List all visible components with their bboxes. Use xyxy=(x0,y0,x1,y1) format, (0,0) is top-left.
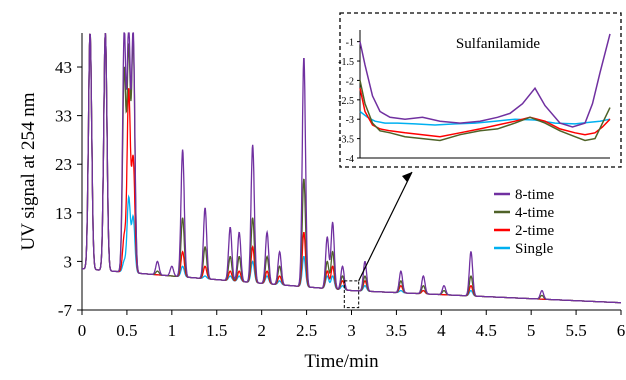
x-tick-label-5: 2.5 xyxy=(296,321,317,340)
inset-y-tick-label-3: -2.5 xyxy=(338,96,354,107)
x-tick-label-8: 4 xyxy=(437,321,446,340)
legend-label-4-time: 4-time xyxy=(515,205,554,221)
y-tick-label-3: 23 xyxy=(55,155,72,174)
inset-series-line-8-time xyxy=(359,33,611,128)
x-axis-title: Time/min xyxy=(304,351,379,372)
x-tick-label-10: 5 xyxy=(527,321,536,340)
x-tick-label-9: 4.5 xyxy=(476,321,497,340)
inset-y-tick-label-2: -2 xyxy=(346,76,354,87)
inset-y-tick-label-0: -1 xyxy=(346,38,354,49)
y-axis-title: UV signal at 254 nm xyxy=(18,92,39,250)
inset-title: Sulfanilamide xyxy=(456,36,540,52)
inset-y-tick-label-5: -3.5 xyxy=(338,135,354,146)
x-tick-label-1: 0.5 xyxy=(116,321,137,340)
legend-label-8-time: 8-time xyxy=(515,187,554,203)
x-tick-label-3: 1.5 xyxy=(206,321,227,340)
x-tick-label-4: 2 xyxy=(257,321,266,340)
inset-series-line-Single xyxy=(359,110,611,126)
x-tick-label-0: 0 xyxy=(78,321,87,340)
x-tick-label-6: 3 xyxy=(347,321,356,340)
inset-y-tick-label-4: -3 xyxy=(346,115,354,126)
legend-label-2-time: 2-time xyxy=(515,223,554,239)
x-tick-label-7: 3.5 xyxy=(386,321,407,340)
inset-series-line-2-time xyxy=(359,88,611,138)
inset-series-line-4-time xyxy=(359,80,611,142)
inset-plot: -1 -1.5 -2 -2.5 -3 -3.5 -4 Sulfanilamide xyxy=(338,12,622,168)
legend-label-Single: Single xyxy=(515,241,554,257)
y-tick-label-4: 33 xyxy=(55,107,72,126)
zoom-region-box xyxy=(343,280,360,309)
callout-arrow-head xyxy=(402,172,412,182)
inset-frame xyxy=(339,12,622,168)
zoom-callout xyxy=(343,171,413,309)
main-series-group xyxy=(82,32,621,304)
series-line-8-time xyxy=(82,32,621,304)
x-tick-label-2: 1 xyxy=(168,321,177,340)
legend: 8-time 4-time 2-time Single xyxy=(494,187,554,257)
y-tick-label-1: 3 xyxy=(64,252,73,271)
x-tick-label-12: 6 xyxy=(617,321,626,340)
x-tick-label-11: 5.5 xyxy=(565,321,586,340)
inset-y-tick-label-6: -4 xyxy=(346,154,354,165)
y-tick-label-0: -7 xyxy=(58,301,73,320)
y-tick-label-5: 43 xyxy=(55,58,72,77)
callout-arrow-line xyxy=(358,171,413,282)
inset-y-tick-label-1: -1.5 xyxy=(338,57,354,68)
main-plot: -7 3 13 23 33 43 0 0.5 1 1.5 2 2.5 3 3.5 4 4.5 5 5.5 6 Time… xyxy=(18,33,625,372)
y-tick-label-2: 13 xyxy=(55,204,72,223)
